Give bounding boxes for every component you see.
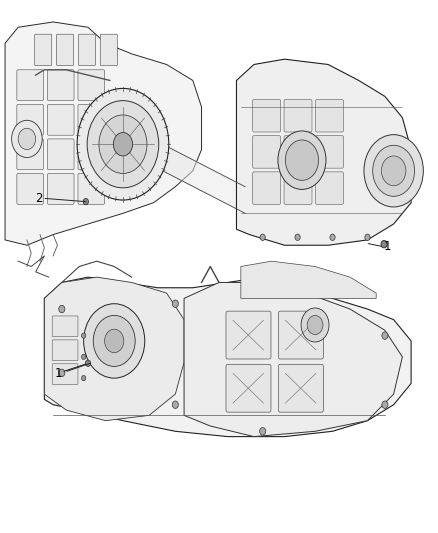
Circle shape (93, 316, 135, 367)
Polygon shape (241, 261, 376, 298)
Circle shape (81, 354, 86, 360)
Circle shape (260, 234, 265, 240)
FancyBboxPatch shape (253, 172, 281, 204)
Circle shape (382, 332, 388, 340)
FancyBboxPatch shape (78, 104, 105, 135)
Circle shape (83, 198, 88, 205)
Circle shape (364, 135, 424, 207)
FancyBboxPatch shape (226, 311, 271, 359)
FancyBboxPatch shape (315, 100, 343, 132)
Circle shape (172, 401, 178, 408)
FancyBboxPatch shape (52, 364, 78, 384)
FancyBboxPatch shape (100, 34, 117, 66)
Polygon shape (44, 277, 184, 421)
FancyBboxPatch shape (57, 34, 74, 66)
Circle shape (382, 401, 388, 408)
Circle shape (87, 101, 159, 188)
FancyBboxPatch shape (315, 136, 343, 168)
FancyBboxPatch shape (284, 172, 312, 204)
FancyBboxPatch shape (253, 100, 281, 132)
Circle shape (307, 316, 323, 335)
Text: 1: 1 (55, 367, 62, 381)
Circle shape (59, 369, 65, 376)
Polygon shape (5, 22, 201, 245)
FancyBboxPatch shape (226, 365, 271, 412)
Circle shape (301, 308, 329, 342)
Circle shape (381, 240, 387, 248)
FancyBboxPatch shape (47, 173, 74, 204)
Circle shape (172, 300, 178, 308)
FancyBboxPatch shape (17, 173, 43, 204)
Circle shape (295, 234, 300, 240)
Circle shape (81, 375, 86, 381)
Text: 2: 2 (35, 192, 43, 205)
FancyBboxPatch shape (284, 136, 312, 168)
Circle shape (85, 360, 91, 367)
FancyBboxPatch shape (78, 173, 105, 204)
FancyBboxPatch shape (52, 316, 78, 337)
Circle shape (373, 146, 415, 196)
FancyBboxPatch shape (78, 139, 105, 169)
FancyBboxPatch shape (47, 70, 74, 101)
Circle shape (81, 333, 86, 338)
Circle shape (12, 120, 42, 158)
FancyBboxPatch shape (253, 136, 281, 168)
FancyBboxPatch shape (47, 139, 74, 169)
Circle shape (59, 305, 65, 313)
Circle shape (365, 234, 370, 240)
Polygon shape (44, 277, 411, 437)
Circle shape (260, 427, 266, 435)
Circle shape (381, 156, 406, 185)
Circle shape (330, 234, 335, 240)
FancyBboxPatch shape (78, 34, 95, 66)
Polygon shape (237, 59, 411, 245)
FancyBboxPatch shape (315, 172, 343, 204)
Text: 1: 1 (383, 240, 391, 253)
FancyBboxPatch shape (35, 34, 52, 66)
FancyBboxPatch shape (279, 365, 323, 412)
FancyBboxPatch shape (52, 340, 78, 361)
Circle shape (77, 88, 169, 200)
Circle shape (113, 133, 133, 156)
Circle shape (105, 329, 124, 353)
Circle shape (286, 140, 318, 180)
FancyBboxPatch shape (279, 311, 323, 359)
FancyBboxPatch shape (17, 70, 43, 101)
Circle shape (84, 304, 145, 378)
Circle shape (99, 115, 147, 173)
FancyBboxPatch shape (47, 104, 74, 135)
FancyBboxPatch shape (78, 70, 105, 101)
Polygon shape (184, 282, 403, 437)
Circle shape (278, 131, 326, 189)
FancyBboxPatch shape (284, 100, 312, 132)
FancyBboxPatch shape (17, 104, 43, 135)
Circle shape (18, 128, 35, 150)
FancyBboxPatch shape (17, 139, 43, 169)
